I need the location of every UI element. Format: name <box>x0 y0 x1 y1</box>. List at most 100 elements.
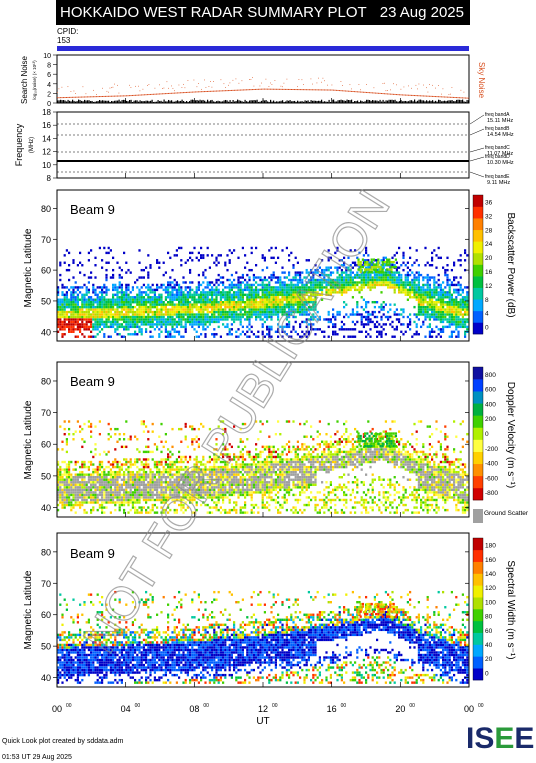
data-cell <box>81 498 84 502</box>
data-cell <box>296 301 299 304</box>
data-cell <box>149 266 152 269</box>
power-beam-label: Beam 9 <box>70 202 115 217</box>
data-cell <box>248 283 251 287</box>
data-cell <box>226 301 229 304</box>
data-cell <box>195 298 198 301</box>
data-cell <box>140 301 143 304</box>
data-cell <box>357 260 360 264</box>
data-cell <box>252 333 255 336</box>
data-cell <box>101 259 104 262</box>
data-cell <box>134 508 137 512</box>
data-cell <box>288 288 291 292</box>
data-cell <box>147 286 150 289</box>
data-cell <box>244 310 247 314</box>
data-cell <box>118 491 121 494</box>
search-noise-bar <box>343 100 345 103</box>
sky-noise-point <box>259 88 261 90</box>
data-cell <box>402 315 405 319</box>
sky-noise-point <box>408 94 410 96</box>
search-noise-bar <box>183 100 185 103</box>
data-cell <box>299 288 302 292</box>
data-cell <box>114 460 117 464</box>
data-cell <box>246 315 249 319</box>
noise-scatter-point <box>411 87 412 89</box>
data-cell <box>314 288 317 292</box>
data-cell <box>270 328 273 331</box>
data-cell <box>424 313 427 316</box>
data-cell <box>371 276 374 279</box>
data-cell <box>277 296 280 299</box>
data-cell <box>426 278 429 282</box>
data-cell <box>72 313 75 316</box>
data-cell <box>83 478 86 481</box>
data-cell <box>68 493 71 497</box>
data-cell <box>371 281 374 284</box>
data-cell <box>125 481 128 484</box>
data-cell <box>257 305 260 309</box>
data-cell <box>153 288 156 292</box>
sky-noise-point <box>253 88 255 90</box>
data-cell <box>409 328 412 331</box>
data-cell <box>285 310 288 314</box>
data-cell <box>118 470 121 474</box>
data-cell <box>83 493 86 497</box>
data-cell <box>272 305 275 309</box>
data-cell <box>107 483 110 486</box>
data-cell <box>118 276 121 279</box>
data-cell <box>68 463 71 466</box>
data-cell <box>377 260 380 264</box>
data-cell <box>68 468 71 471</box>
data-cell <box>120 318 123 321</box>
data-cell <box>244 333 247 336</box>
colorbar-tick-label: 24 <box>485 241 493 248</box>
data-cell <box>171 301 174 304</box>
data-cell <box>338 313 341 316</box>
data-cell <box>431 259 434 262</box>
colorbar-tick-label: 28 <box>485 227 493 234</box>
data-cell <box>57 288 60 292</box>
data-cell <box>68 427 71 431</box>
data-cell <box>211 254 214 257</box>
data-cell <box>156 315 159 319</box>
data-cell <box>248 278 251 282</box>
data-cell <box>156 486 159 489</box>
search-noise-bar <box>105 100 107 103</box>
data-cell <box>415 323 418 326</box>
data-cell <box>109 478 112 481</box>
data-cell <box>105 286 108 289</box>
data-cell <box>125 501 128 504</box>
data-cell <box>136 286 139 289</box>
data-cell <box>105 273 108 277</box>
data-cell <box>94 501 97 504</box>
data-cell <box>107 422 110 426</box>
data-cell <box>305 286 308 289</box>
data-cell <box>281 286 284 289</box>
data-cell <box>116 325 119 329</box>
data-cell <box>200 318 203 321</box>
data-cell <box>79 318 82 321</box>
data-cell <box>59 320 62 324</box>
data-cell <box>59 496 62 499</box>
data-cell <box>321 271 324 274</box>
noise-scatter-point <box>460 89 462 91</box>
data-cell <box>347 273 350 277</box>
noise-scatter-point <box>159 84 160 86</box>
data-cell <box>151 486 154 489</box>
search-noise-bar <box>396 101 398 103</box>
colorbar-tick-label: 36 <box>485 199 493 206</box>
data-cell <box>118 501 121 504</box>
data-cell <box>200 315 203 319</box>
data-cell <box>61 298 64 301</box>
data-cell <box>219 310 222 314</box>
noise-scatter-point <box>82 86 84 88</box>
data-cell <box>81 501 84 504</box>
data-cell <box>409 273 412 277</box>
data-cell <box>171 315 174 319</box>
data-cell <box>125 293 128 297</box>
title-bar: HOKKAIDO WEST RADAR SUMMARY PLOT 23 Aug … <box>56 0 470 25</box>
data-cell <box>327 325 330 329</box>
data-cell <box>455 305 458 309</box>
data-cell <box>197 273 200 277</box>
data-cell <box>96 333 99 336</box>
data-cell <box>233 298 236 301</box>
